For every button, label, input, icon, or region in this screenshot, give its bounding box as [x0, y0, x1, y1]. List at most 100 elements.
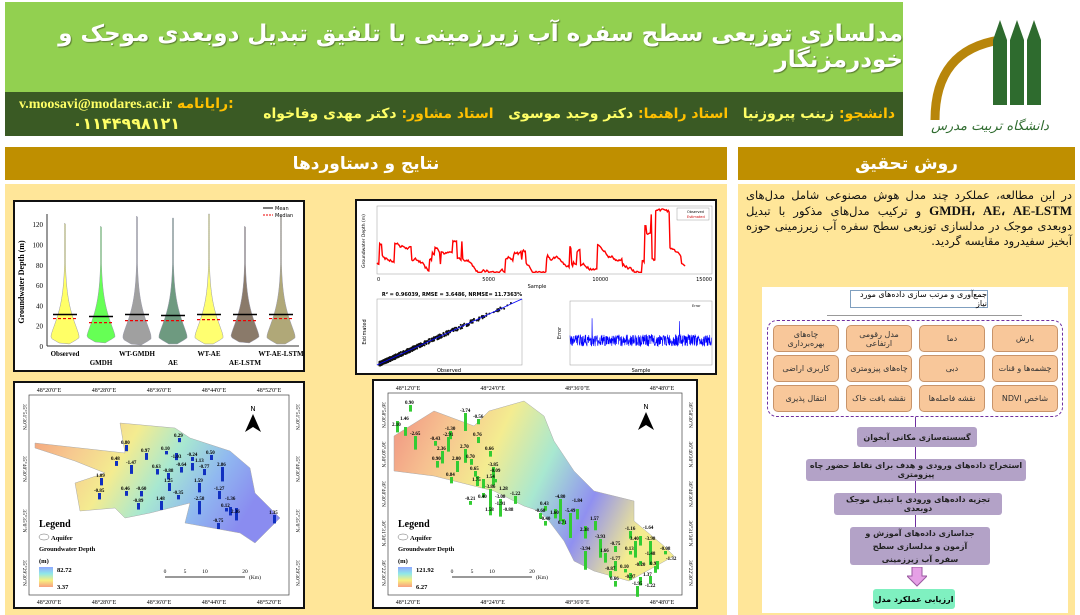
lat-tick-label: 36°31'30"N — [380, 521, 387, 547]
flow-data-collection: جمع‌آوری و مرتب سازی داده‌های مورد نیاز — [850, 290, 988, 308]
x-tick-label: 10000 — [592, 277, 608, 283]
well-bar — [450, 477, 453, 484]
well-value: 1.09 — [96, 474, 105, 479]
well-bar — [447, 437, 450, 452]
estimated-series — [376, 208, 686, 274]
scatter-point — [425, 342, 428, 345]
well-value: 0.50 — [206, 451, 215, 456]
well-value: 0.70 — [466, 455, 475, 460]
scale-label: 0 — [451, 569, 454, 575]
well-bar — [177, 495, 180, 500]
x-tick-label: WT-AE — [197, 350, 220, 358]
scatter-point — [402, 350, 405, 353]
well-value: -0.88 — [163, 469, 174, 474]
email-label: رایانامه: — [177, 96, 234, 112]
well-bar — [539, 513, 542, 519]
well-value: 1.54 — [486, 475, 495, 480]
well-bar — [544, 521, 547, 526]
violin-gmdh — [86, 225, 116, 344]
north-label: N — [250, 405, 255, 413]
well-value: 3.40 — [630, 537, 639, 542]
scatter-point — [385, 361, 388, 364]
poster-title: مدلسازی توزیعی سطح سفره آب زیرزمینی با ت… — [58, 21, 903, 73]
legend-gw-depth: Groundwater Depth — [39, 546, 96, 553]
scatter-point — [454, 326, 457, 329]
scatter-point — [381, 359, 384, 362]
legend-aquifer: Aquifer — [410, 535, 432, 542]
scale-label: 5 — [184, 569, 187, 575]
well-value: -0.40 — [540, 517, 551, 522]
well-bar — [225, 508, 228, 512]
well-bar — [614, 581, 617, 587]
aquifer-swatch — [397, 533, 409, 541]
well-value: -0.35 — [173, 491, 184, 496]
well-bar — [191, 463, 194, 471]
well-value: 0.43 — [540, 502, 549, 507]
well-value: -0.21 — [465, 497, 476, 502]
scatter-point — [423, 344, 426, 347]
well-bar — [514, 496, 517, 504]
well-value: 2.38 — [580, 528, 589, 533]
legend-min: 3.37 — [57, 584, 69, 591]
well-bar — [614, 546, 617, 552]
well-bar — [218, 491, 221, 500]
well-value: -0.68 — [535, 509, 546, 514]
flow-input-box: چاه‌های بهره‌برداری — [773, 325, 839, 352]
well-bar — [656, 561, 659, 570]
title-banner: مدلسازی توزیعی سطح سفره آب زیرزمینی با ت… — [5, 2, 903, 92]
well-value: -1.03 — [171, 455, 182, 460]
y-tick-label: 60 — [36, 282, 44, 290]
y-tick-label: 100 — [33, 241, 44, 249]
well-bar — [649, 541, 652, 560]
well-value: 0.97 — [141, 449, 150, 454]
lat-tick-label: 36°40'30"N — [380, 442, 387, 468]
well-value: 0.90 — [432, 457, 441, 462]
map-study-area-1: 48°20'0"E 48°20'0"E 48°28'0"E 48°28'0"E 48°3… — [13, 381, 305, 609]
lat-tick-label: 35°35'0"N — [21, 509, 28, 532]
well-value: -1.32 — [666, 557, 677, 562]
scatter-point — [477, 319, 480, 322]
well-value: -1.95 — [632, 582, 643, 587]
well-value: 1.25 — [164, 479, 173, 484]
student-label: دانشجو: — [839, 106, 895, 122]
well-bar — [489, 451, 492, 457]
well-bar — [191, 457, 194, 461]
y-tick-label: 0 — [40, 343, 44, 351]
north-arrow-icon — [245, 414, 261, 432]
legend-observed: Observed — [687, 210, 704, 214]
well-value: 2.86 — [217, 463, 226, 468]
scatter-point — [420, 345, 423, 348]
well-value: 0.13 — [625, 547, 634, 552]
well-bar — [210, 455, 213, 460]
well-value: 0.40 — [478, 495, 487, 500]
well-bar — [100, 478, 103, 486]
authors: دانشجو: زینب پیروزنیا استاد راهنما: دکتر… — [263, 106, 895, 122]
well-bar — [584, 551, 587, 570]
well-value: -1.64 — [643, 526, 654, 531]
well-bar — [198, 501, 201, 515]
scatter-point — [412, 349, 415, 352]
well-bar — [469, 501, 472, 505]
scatter-point — [481, 317, 484, 320]
scatter-point — [409, 347, 412, 350]
well-value: 0.65 — [470, 467, 479, 472]
well-bar — [434, 441, 437, 446]
violin-wt-ae — [194, 213, 224, 345]
email-link[interactable]: v.moosavi@modares.ac.ir — [19, 97, 173, 112]
flow-input-box: چاه‌های پیزومتری — [846, 355, 912, 382]
well-bar — [639, 561, 642, 565]
legend-aquifer: Aquifer — [51, 535, 73, 542]
y-tick-label: 40 — [36, 302, 44, 310]
well-bar — [145, 453, 148, 460]
flow-input-box: دبی — [919, 355, 985, 382]
legend-max: 82.72 — [57, 567, 72, 574]
supervisor-name: دکتر وحید موسوی — [508, 106, 634, 122]
lat-tick-label: 35°35'0"N — [294, 509, 301, 532]
well-bar — [167, 473, 170, 480]
scatter-point — [386, 357, 389, 360]
well-bar — [629, 531, 632, 539]
scatter-point — [440, 336, 443, 339]
well-bar — [482, 479, 485, 489]
scatter-title: R² = 0.96039, RMSE = 3.6486, NRMSE= 11.7… — [382, 292, 522, 298]
north-label: N — [643, 403, 648, 411]
